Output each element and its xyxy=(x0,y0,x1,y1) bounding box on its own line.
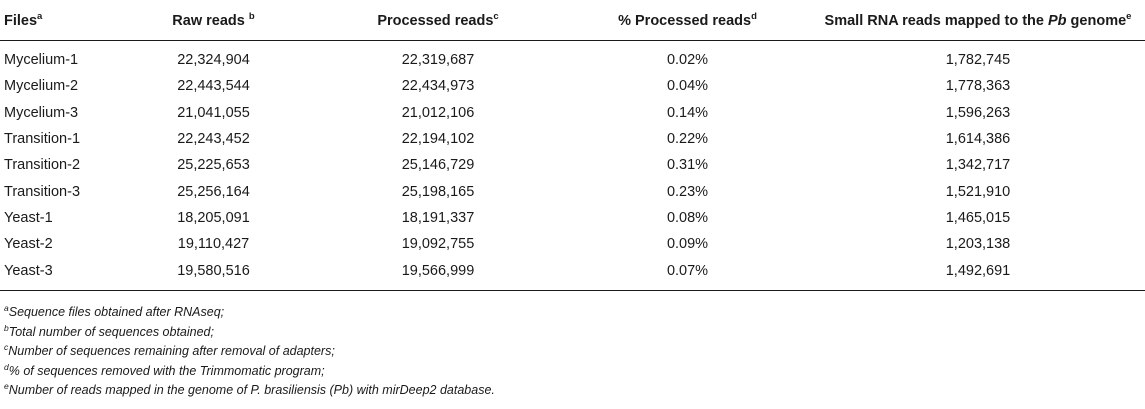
table-row: Transition-1 22,243,452 22,194,102 0.22% 1,6… xyxy=(0,126,1145,152)
footnote-marker: e xyxy=(4,380,9,391)
cell-file-name: Yeast-3 xyxy=(0,257,115,291)
table-row: Mycelium-3 21,041,055 21,012,106 0.14% 1,596… xyxy=(0,100,1145,126)
cell-processed-reads: 19,566,999 xyxy=(312,257,564,291)
cell-file-name: Transition-3 xyxy=(4,183,81,200)
footnote-marker: a xyxy=(4,302,9,313)
cell-mapped-reads: 1,492,691 xyxy=(811,257,1145,291)
cell-percent-processed: 0.08% xyxy=(666,209,709,226)
cell-mapped-reads: 1,596,263 xyxy=(945,104,1011,121)
cell-raw-reads: 19,580,516 xyxy=(115,257,312,291)
cell-percent-processed: 0.02% xyxy=(666,52,709,69)
footnotes: aSequence files obtained after RNAseq; bT… xyxy=(4,303,495,401)
cell-percent-processed: 0.23% xyxy=(666,183,709,200)
cell-processed-reads: 25,198,165 xyxy=(401,183,475,200)
table-row: Yeast-1 18,205,091 18,191,337 0.08% 1,465,01… xyxy=(0,205,1145,231)
cell-percent-processed: 0.07% xyxy=(564,257,811,291)
footnote-text: % of sequences removed with the Trimmoma… xyxy=(8,363,325,378)
cell-raw-reads: 22,243,452 xyxy=(177,131,250,148)
header-percent-processed: % Processed readsd xyxy=(564,2,811,41)
cell-raw-reads: 25,256,164 xyxy=(177,183,250,200)
footnote-text: Sequence files obtained after RNAseq; xyxy=(8,305,225,319)
footnote-marker: c xyxy=(4,341,9,352)
cell-file-name: Transition-2 xyxy=(4,157,81,174)
cell-processed-reads: 19,092,755 xyxy=(401,236,475,253)
cell-raw-reads: 22,443,544 xyxy=(177,78,250,95)
cell-percent-processed: 0.09% xyxy=(666,236,709,253)
cell-percent-processed: 0.04% xyxy=(666,78,709,95)
cell-mapped-reads: 1,521,910 xyxy=(945,183,1011,200)
cell-mapped-reads: 1,782,745 xyxy=(945,52,1011,69)
footnote-text: Number of sequences remaining after remo… xyxy=(8,344,335,358)
cell-raw-reads: 19,110,427 xyxy=(177,236,250,253)
cell-processed-reads: 22,319,687 xyxy=(401,52,475,69)
header-row: Filesa Raw reads b Processed readsc % Pr… xyxy=(0,2,1145,41)
cell-file-name: Mycelium-1 xyxy=(4,52,79,69)
cell-processed-reads: 22,194,102 xyxy=(401,131,475,148)
cell-mapped-reads: 1,342,717 xyxy=(945,157,1011,174)
cell-file-name: Mycelium-2 xyxy=(4,78,79,95)
cell-processed-reads: 22,434,973 xyxy=(401,78,475,95)
cell-processed-reads: 25,146,729 xyxy=(401,157,475,174)
table-row: Yeast-3 19,580,516 19,566,999 0.07% 1,492,69… xyxy=(0,257,1145,291)
footnote-text: Number of reads mapped in the genome of … xyxy=(8,383,495,397)
header-processed-reads: Processed readsc xyxy=(312,2,564,41)
cell-percent-processed: 0.22% xyxy=(666,131,709,148)
cell-raw-reads: 22,324,904 xyxy=(177,52,250,69)
table-row: Mycelium-2 22,443,544 22,434,973 0.04% 1,778… xyxy=(0,73,1145,99)
footnote: eNumber of reads mapped in the genome of… xyxy=(4,381,495,401)
cell-file-name: Yeast-1 xyxy=(4,209,53,226)
cell-processed-reads: 21,012,106 xyxy=(401,104,475,121)
reads-table: Filesa Raw reads b Processed readsc % Pr… xyxy=(0,2,1145,291)
cell-mapped-reads: 1,465,015 xyxy=(945,209,1011,226)
cell-raw-reads: 25,225,653 xyxy=(177,157,250,174)
table-body: Mycelium-1 22,324,904 22,319,687 0.02% 1,782… xyxy=(0,41,1145,291)
cell-raw-reads: 18,205,091 xyxy=(177,209,250,226)
table-row: Yeast-2 19,110,427 19,092,755 0.09% 1,203,13… xyxy=(0,231,1145,257)
footnote-marker: b xyxy=(4,322,9,333)
footnote: d% of sequences removed with the Trimmom… xyxy=(4,362,495,382)
footnote: aSequence files obtained after RNAseq; xyxy=(4,303,495,323)
cell-mapped-reads: 1,203,138 xyxy=(945,236,1011,253)
cell-file-name: Yeast-2 xyxy=(4,236,53,253)
cell-mapped-reads: 1,778,363 xyxy=(945,78,1011,95)
cell-mapped-reads: 1,614,386 xyxy=(945,131,1011,148)
footnote: cNumber of sequences remaining after rem… xyxy=(4,342,495,362)
header-small-rna-mapped: Small RNA reads mapped to the Pb genomee xyxy=(811,2,1145,41)
cell-raw-reads: 21,041,055 xyxy=(177,104,250,121)
footnote: bTotal number of sequences obtained; xyxy=(4,323,495,343)
table-row: Transition-2 25,225,653 25,146,729 0.31% 1,3… xyxy=(0,152,1145,178)
cell-percent-processed: 0.14% xyxy=(666,104,709,121)
cell-processed-reads: 18,191,337 xyxy=(401,209,475,226)
header-files: Filesa xyxy=(0,2,115,41)
cell-file-name: Transition-1 xyxy=(4,131,81,148)
header-raw-reads: Raw reads b xyxy=(115,2,312,41)
footnote-marker: d xyxy=(4,361,9,372)
table-row: Mycelium-1 22,324,904 22,319,687 0.02% 1,782… xyxy=(0,41,1145,74)
footnote-text: Total number of sequences obtained; xyxy=(8,324,214,339)
cell-percent-processed: 0.31% xyxy=(666,157,709,174)
cell-file-name: Mycelium-3 xyxy=(4,104,79,121)
table-row: Transition-3 25,256,164 25,198,165 0.23% 1,5… xyxy=(0,178,1145,204)
